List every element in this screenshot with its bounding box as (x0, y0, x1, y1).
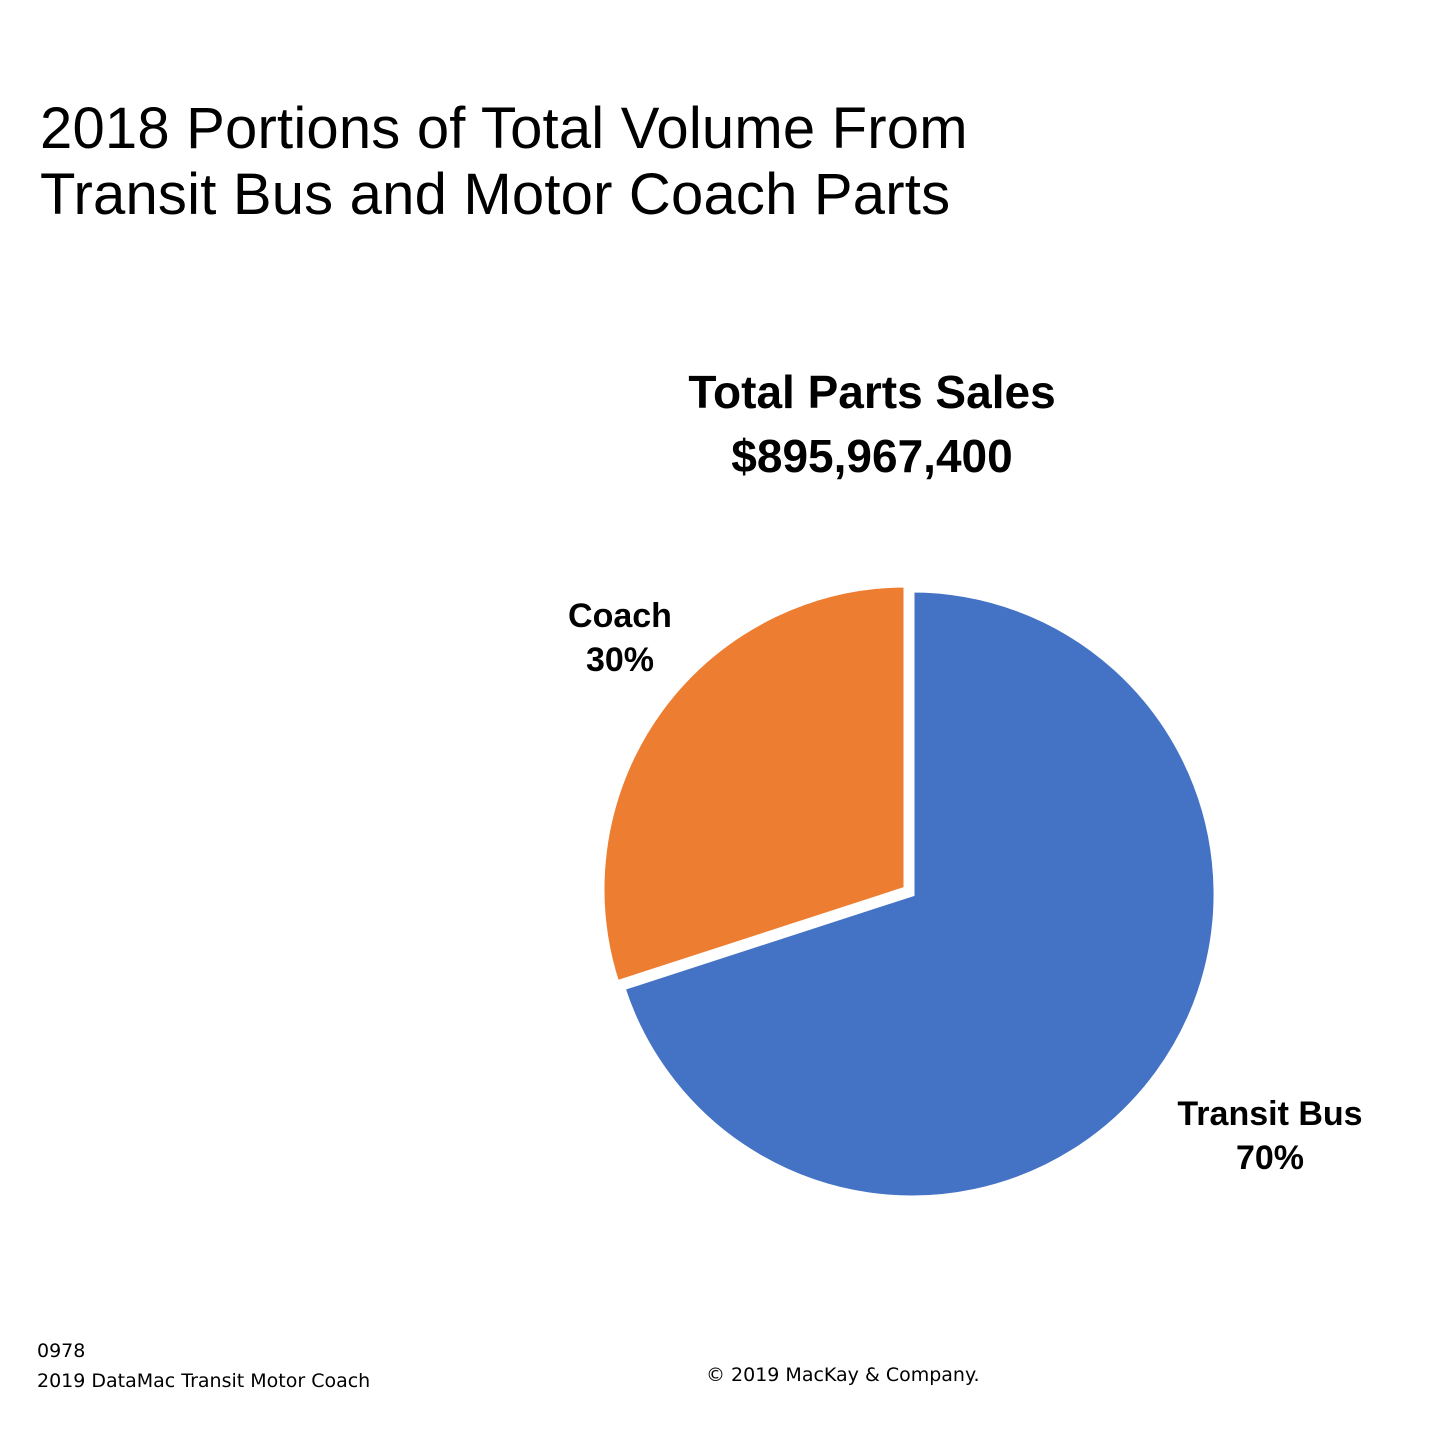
pie-slice-transit-bus (619, 587, 1219, 1201)
footer-source-text: 2019 DataMac Transit Motor Coach (37, 1370, 371, 1392)
chart-title-label: Total Parts Sales (688, 366, 1056, 418)
chart-title: Total Parts Sales $895,967,400 (600, 360, 1144, 488)
slide-title: 2018 Portions of Total Volume From Trans… (40, 96, 968, 228)
footer-code: 0978 (37, 1340, 86, 1362)
data-label-transit-bus: Transit Bus 70% (1150, 1092, 1390, 1180)
data-label-coach: Coach 30% (540, 594, 700, 682)
footer-copyright: © 2019 MacKay & Company. (706, 1364, 980, 1386)
footer-source: 0978 2019 DataMac Transit Motor Coach (37, 1336, 370, 1396)
chart-total-value: $895,967,400 (731, 430, 1013, 482)
pie-slice-coach (599, 582, 909, 987)
slide-title-line-1: 2018 Portions of Total Volume From (40, 96, 968, 161)
data-label-transit-bus-value: 70% (1235, 1139, 1305, 1177)
data-label-coach-value: 30% (585, 641, 655, 679)
slide-title-line-2: Transit Bus and Motor Coach Parts (40, 162, 951, 227)
data-label-transit-bus-name: Transit Bus (1177, 1095, 1363, 1133)
data-label-coach-name: Coach (568, 597, 672, 635)
